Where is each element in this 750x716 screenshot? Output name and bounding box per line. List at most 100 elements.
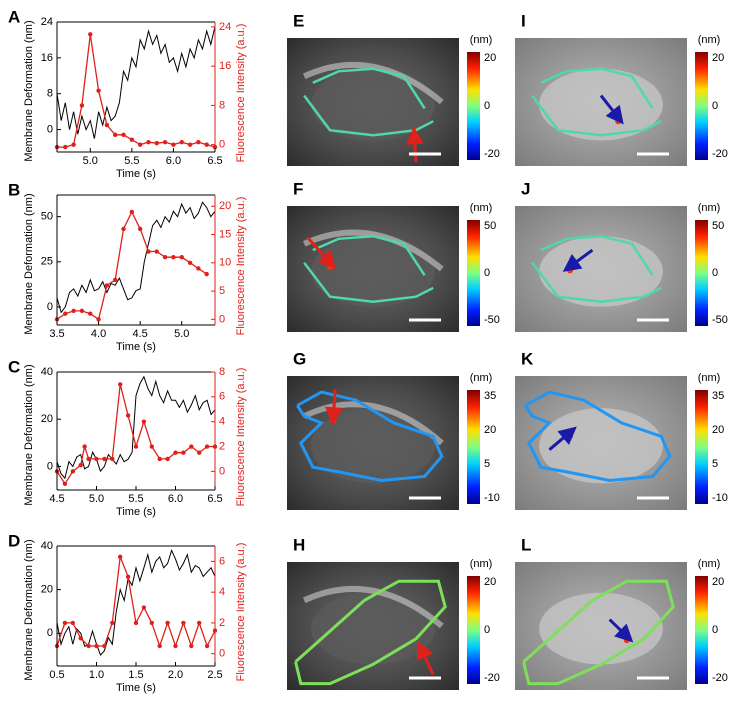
data-point (118, 554, 123, 559)
x-tick-label: 5.0 (174, 328, 189, 340)
data-point (79, 103, 85, 108)
x-tick-label: 4.0 (91, 328, 106, 340)
data-point (102, 643, 107, 649)
colorbar-tick-label: 0 (484, 100, 490, 112)
y-axis-label: Membrane Deformation (nm) (23, 193, 35, 334)
y2-tick-label: 16 (219, 60, 231, 72)
data-point (179, 139, 184, 145)
y2-axis-label: Fluorescence Intensity (a.u.) (235, 543, 247, 682)
colorbar-tick-label: 50 (712, 220, 724, 232)
y-tick-label: 0 (47, 123, 53, 135)
data-point (137, 142, 143, 147)
data-point (113, 132, 118, 138)
data-point (197, 450, 202, 455)
data-point (104, 122, 110, 128)
arrow (405, 126, 424, 163)
arrow (562, 248, 594, 272)
x-tick-label: 6.5 (207, 155, 222, 167)
deformation-hotspot (567, 267, 573, 274)
y2-tick-label: 0 (219, 313, 225, 325)
arrow (599, 94, 624, 125)
y-tick-label: 8 (47, 88, 53, 100)
cell-body (539, 68, 663, 141)
deformation-hotspot (615, 118, 622, 125)
data-line (56, 375, 216, 480)
bright-halo (302, 586, 444, 629)
y2-tick-label: 24 (219, 21, 231, 33)
data-point (162, 254, 168, 260)
arrow (416, 640, 435, 676)
y2-tick-label: 2 (219, 440, 225, 452)
colorbar-tick-label: -50 (712, 314, 728, 326)
y2-tick-label: 5 (219, 285, 225, 297)
y2-tick-label: 0 (219, 648, 225, 660)
data-point (187, 142, 193, 147)
data-point (70, 469, 76, 474)
data-point (110, 456, 115, 462)
y-axis-label: Membrane Deformation (nm) (23, 364, 35, 505)
deformation-hotspot (330, 417, 337, 424)
data-point (88, 32, 93, 37)
data-point (181, 450, 186, 455)
data-point (63, 311, 68, 316)
data-point (173, 450, 178, 455)
membrane-contour (531, 94, 662, 137)
y-tick-label: 40 (41, 540, 53, 552)
membrane-contour (540, 67, 654, 110)
colorbar (695, 220, 708, 326)
cell-body (539, 236, 663, 307)
panel-label: A (8, 7, 20, 26)
micrograph-panel (515, 206, 687, 332)
y2-axis-label: Fluorescence Intensity (a.u.) (235, 197, 247, 336)
colorbar (467, 576, 480, 684)
y2-tick-label: 0 (219, 139, 225, 151)
y2-axis-label: Fluorescence Intensity (a.u.) (235, 24, 247, 163)
cell-body (311, 236, 435, 307)
data-point (104, 283, 110, 288)
x-tick-label: 5.0 (83, 155, 98, 167)
panel-label: D (8, 531, 20, 550)
data-point (133, 444, 139, 449)
x-axis-label: Time (s) (116, 506, 156, 518)
x-tick-label: 5.5 (124, 155, 139, 167)
colorbar-tick-label: 20 (712, 424, 724, 436)
data-point (189, 643, 194, 649)
colorbar-tick-label: 0 (484, 267, 490, 279)
colorbar (695, 390, 708, 504)
micrograph-panel (515, 562, 687, 690)
colorbar-tick-label: 35 (484, 390, 496, 402)
data-point (125, 413, 131, 418)
y-tick-label: 50 (41, 211, 53, 223)
y-axis-label: Membrane Deformation (nm) (23, 20, 35, 161)
data-point (162, 139, 168, 145)
data-point (154, 249, 159, 254)
colorbar-tick-label: 20 (484, 52, 496, 64)
data-point (204, 271, 209, 277)
x-tick-label: 4.5 (133, 328, 148, 340)
data-point (71, 308, 76, 314)
data-point (137, 226, 143, 232)
colorbar-tick-label: 20 (484, 576, 496, 588)
data-point (121, 132, 126, 138)
panel-label: L (521, 535, 531, 554)
panel-label: C (8, 357, 20, 376)
colorbar-tick-label: -20 (712, 672, 728, 684)
data-point (94, 456, 99, 462)
colorbar-unit: (nm) (470, 202, 493, 214)
data-point (204, 444, 210, 449)
y2-tick-label: 15 (219, 228, 231, 240)
panel-label: E (293, 11, 304, 30)
data-point (141, 605, 147, 610)
deformation-hotspot (623, 637, 630, 644)
membrane-contour (303, 261, 434, 304)
y-tick-label: 20 (41, 413, 53, 425)
data-point (146, 249, 151, 254)
y-tick-label: 24 (41, 16, 53, 28)
membrane-contour (540, 234, 654, 276)
panel-label: K (521, 349, 534, 368)
cell-body (311, 592, 435, 665)
micrograph-panel (515, 376, 687, 510)
y-tick-label: 0 (47, 627, 53, 639)
colorbar (467, 52, 480, 160)
